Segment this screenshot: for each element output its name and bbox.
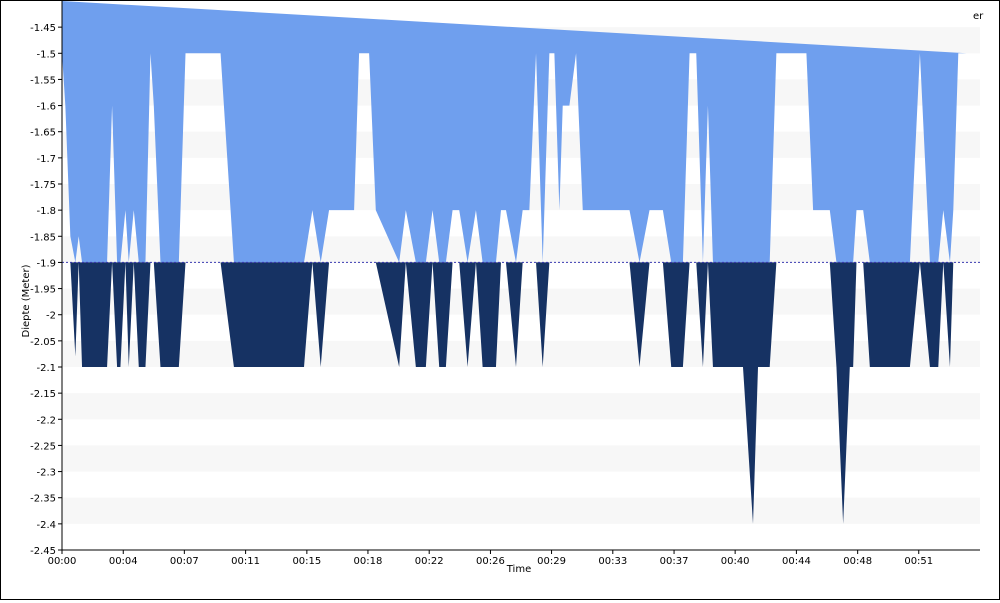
y-tick-label: -2.35 [30,494,56,505]
y-tick-label: -1.5 [36,49,56,60]
y-tick-label: -1.7 [36,154,56,165]
y-tick-label: -2.4 [36,520,56,531]
y-tick-label: -2.1 [36,363,56,374]
x-tick-label: 00:07 [170,556,199,567]
x-tick-label: 00:29 [537,556,566,567]
band [62,445,980,472]
x-axis-ticks: 00:00 00:04 00:07 00:11 00:15 00:18 00:22 00:26… [48,550,933,567]
band [62,497,980,524]
band [62,236,980,263]
y-tick-label: -1.55 [30,75,56,86]
y-tick-label: -1.75 [30,180,56,191]
x-tick-label: 00:15 [292,556,321,567]
deep-area [62,262,967,524]
y-axis-label: Diepte (Meter) [21,264,32,337]
y-tick-label: -2.2 [36,415,56,426]
x-tick-label: 00:22 [415,556,444,567]
y-tick-label: -1.6 [36,102,56,113]
y-tick-label: -2 [46,311,56,322]
y-tick-label: -1.65 [30,128,56,139]
band [62,393,980,420]
x-tick-label: 00:40 [721,556,750,567]
x-tick-label: 00:37 [660,556,689,567]
x-tick-label: 00:04 [109,556,138,567]
x-tick-label: 00:18 [354,556,383,567]
x-axis-label: Time [506,564,531,575]
x-tick-label: 00:26 [476,556,505,567]
y-tick-label: -2.15 [30,389,56,400]
y-tick-label: -1.85 [30,232,56,243]
legend-fragment: er [973,11,984,22]
x-tick-label: 00:00 [48,556,77,567]
y-tick-label: -1.9 [36,258,56,269]
band [62,340,980,367]
shallow-area [62,1,967,263]
axes [61,1,980,551]
y-tick-label: -2.45 [30,546,56,557]
x-tick-label: 00:33 [598,556,627,567]
x-tick-label: 00:44 [782,556,811,567]
y-tick-label: -2.05 [30,337,56,348]
y-tick-label: -2.3 [36,468,56,479]
y-tick-label: -2.25 [30,441,56,452]
x-tick-label: 00:51 [904,556,933,567]
y-tick-label: -1.8 [36,206,56,217]
depth-areas [62,1,967,524]
x-tick-label: 00:11 [231,556,260,567]
x-tick-label: 00:48 [843,556,872,567]
band [62,288,980,315]
y-tick-label: -1.45 [30,23,56,34]
y-axis-ticks: -1.45 -1.5 -1.55 -1.6 -1.65 -1.7 -1.75 -1.8 -1.8… [30,23,62,557]
y-tick-label: -1.95 [30,285,56,296]
